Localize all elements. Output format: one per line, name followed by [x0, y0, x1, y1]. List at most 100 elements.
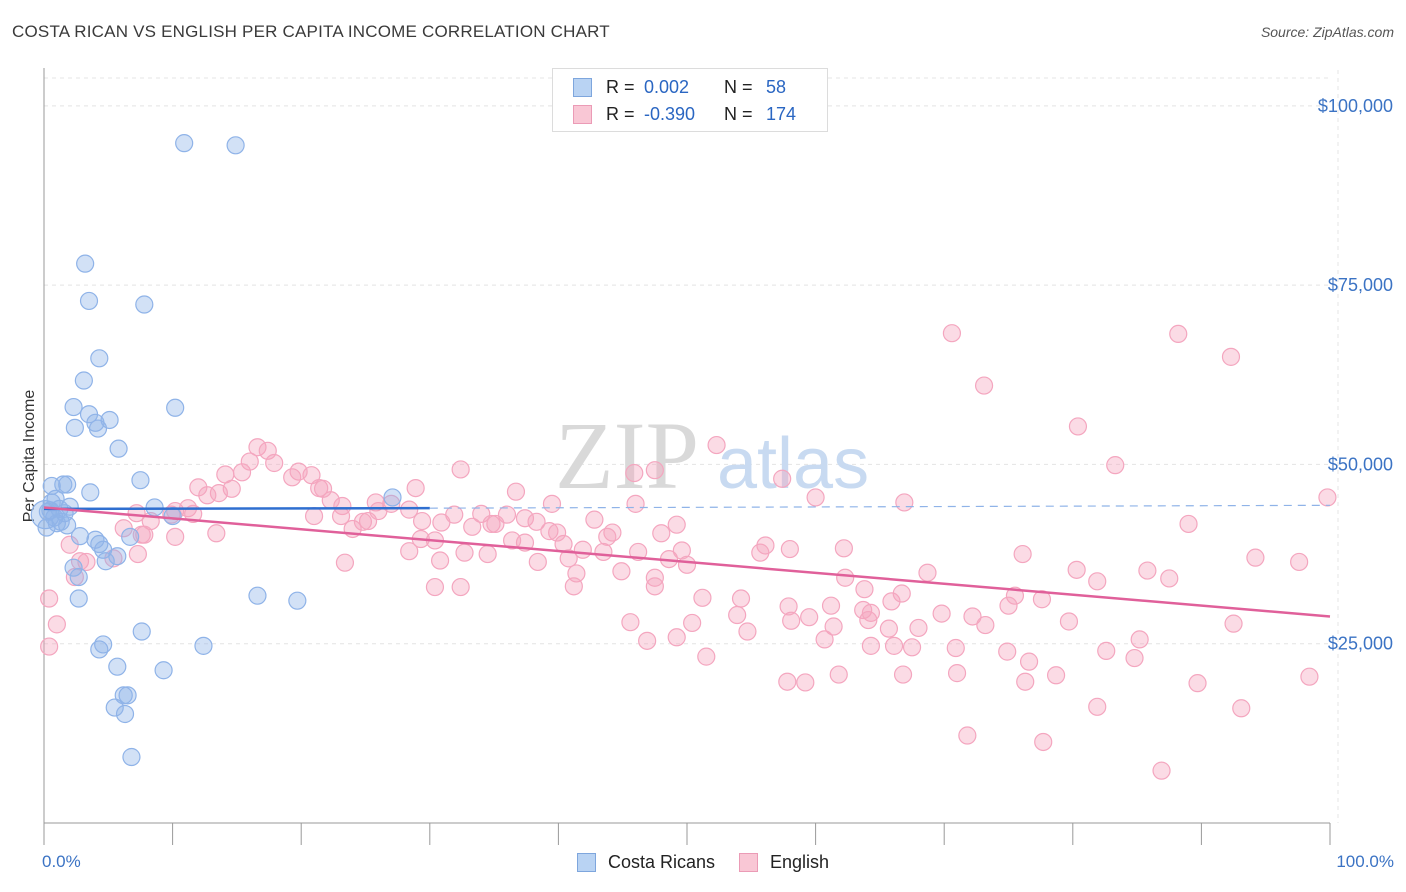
english-point [1318, 488, 1337, 507]
english-point [1138, 561, 1157, 580]
english-point [667, 515, 686, 534]
english-point [540, 522, 559, 541]
n-value: 58 [766, 76, 787, 97]
english-point [353, 512, 373, 531]
english-point [1068, 417, 1088, 436]
costa-rican-point [135, 295, 154, 314]
y-tick-labels: $25,000 $50,000 $75,000 $100,000 [1318, 96, 1393, 654]
english-point [612, 562, 631, 581]
y-tick-label: $75,000 [1328, 275, 1393, 295]
english-point [40, 637, 59, 656]
legend-item-costa-ricans[interactable]: Costa Ricans [576, 852, 715, 873]
costa-rican-point [88, 419, 108, 438]
x-tick-min: 0.0% [42, 852, 81, 871]
costa-rican-point [166, 398, 185, 417]
english-point [445, 505, 464, 524]
english-point [478, 544, 497, 564]
english-point [824, 617, 843, 636]
english-point [1152, 761, 1171, 780]
costa-rican-point [76, 254, 95, 273]
english-point [209, 484, 228, 503]
english-point [406, 478, 425, 498]
english-point [782, 611, 801, 630]
english-point [1224, 614, 1243, 633]
english-point [240, 452, 259, 471]
english-point [594, 542, 613, 562]
english-point [128, 544, 147, 564]
english-point [331, 506, 351, 526]
english-point [503, 531, 522, 550]
english-point [963, 607, 982, 626]
costa-rican-point [90, 349, 109, 368]
costa-rican-point [175, 134, 194, 153]
english-point [626, 494, 645, 513]
english-point [974, 376, 994, 395]
costa-rican-point [81, 483, 100, 502]
english-trend-line [43, 506, 1331, 618]
legend-item-english[interactable]: English [739, 852, 829, 873]
english-point [1130, 630, 1149, 649]
english-point [895, 493, 914, 512]
english-swatch [573, 104, 592, 124]
english-point [815, 630, 834, 649]
english-point [207, 524, 226, 543]
english-point [625, 463, 644, 483]
costa-rican-point [121, 527, 140, 546]
english-point [482, 514, 501, 534]
english-point [728, 605, 747, 625]
costa-rican-point [108, 657, 127, 676]
english-point [1088, 697, 1107, 716]
english-point [166, 527, 185, 546]
english-point [559, 549, 578, 568]
english-point [289, 462, 308, 481]
axes [43, 68, 1331, 845]
english-point [400, 542, 419, 561]
costa-rican-point [383, 488, 402, 507]
costa-rican-point [74, 371, 93, 390]
english-point [855, 580, 874, 599]
costa-rican-point [69, 567, 88, 587]
costa-rican-point [105, 698, 124, 717]
english-point [1005, 586, 1025, 605]
costa-rican-point [64, 558, 83, 577]
series-legend: Costa Ricans English [0, 852, 1406, 873]
source-label: Source: ZipAtlas.com [1260, 24, 1394, 40]
r-value: -0.390 [644, 103, 696, 124]
r-value: 0.002 [644, 76, 690, 97]
costa-rican-point [54, 475, 73, 494]
english-point [932, 604, 951, 623]
english-point [412, 511, 432, 531]
stats-row-english: R = -0.390 N = 174 [573, 102, 796, 126]
english-point [859, 610, 878, 630]
english-point [1300, 667, 1319, 686]
legend-swatch-pink [739, 853, 758, 872]
english-point [731, 589, 751, 608]
trend-lines [43, 504, 1331, 618]
costa-rican-point [131, 471, 150, 490]
costa-rican-point [58, 516, 77, 535]
costa-rican-point [58, 475, 77, 494]
english-point [697, 647, 716, 666]
costa-rican-points [30, 134, 402, 767]
legend-swatch-blue [576, 853, 596, 872]
english-point [486, 514, 505, 534]
y-tick-label: $25,000 [1328, 634, 1393, 654]
watermark-zip: ZIP [555, 402, 699, 509]
english-point [779, 597, 798, 616]
english-point [976, 615, 995, 635]
english-point [946, 638, 965, 658]
costa-rican-point [114, 686, 133, 705]
costa-rican-point [90, 640, 109, 659]
english-point [667, 628, 686, 647]
costa-rican-point-cluster [30, 500, 60, 530]
english-point [1067, 560, 1086, 579]
english-point [778, 672, 797, 691]
english-point [515, 509, 535, 528]
english-point [902, 638, 922, 657]
costa-rican-point [154, 661, 173, 680]
english-point [47, 615, 66, 634]
english-point [1169, 324, 1188, 344]
english-point [893, 665, 913, 684]
english-points [40, 324, 1337, 780]
english-point [335, 553, 355, 572]
